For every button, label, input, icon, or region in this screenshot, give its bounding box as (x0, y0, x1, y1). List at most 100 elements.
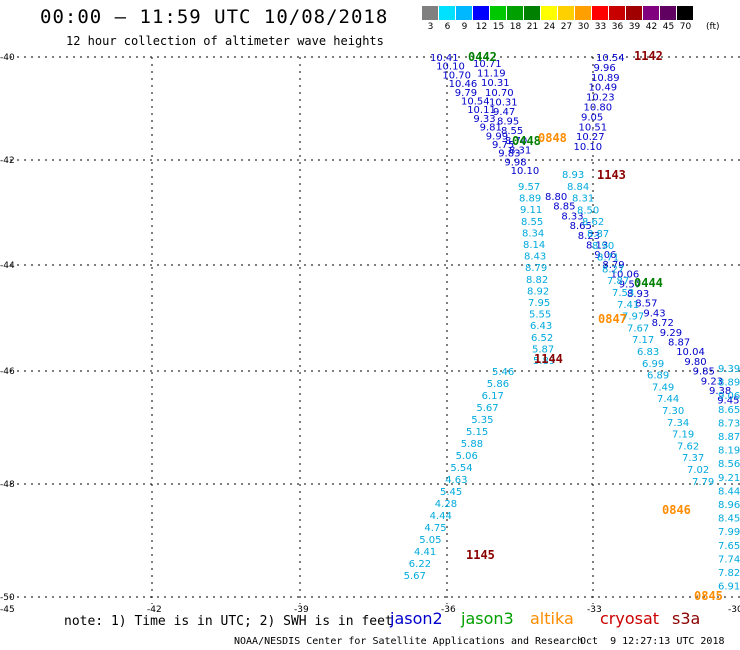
note-text: note: 1) Time is in UTC; 2) SWH is in fe… (64, 614, 393, 629)
satellite-name-jason3: jason3 (461, 609, 514, 628)
wave-height-value: 5.46 (492, 367, 514, 378)
wave-height-value: 10.06 (611, 270, 640, 281)
wave-height-value: 10.54 (461, 97, 490, 108)
legend-swatch (490, 6, 507, 20)
wave-height-value: 9.75 (492, 140, 514, 151)
wave-height-value: 7.17 (632, 335, 654, 346)
pass-time-label: 0845 (694, 589, 723, 603)
legend-level-label: 24 (543, 22, 556, 32)
wave-height-value: 10.70 (442, 70, 471, 81)
wave-height-value: 9.05 (581, 112, 603, 123)
wave-height-value: 8.50 (577, 205, 599, 216)
wave-height-value: 6.52 (531, 333, 553, 344)
legend-level-label: 15 (492, 22, 505, 32)
wave-height-value: 10.70 (485, 88, 514, 99)
wave-height-value: 9.06 (594, 250, 616, 261)
wave-height-value: 5.54 (450, 463, 472, 474)
wave-height-value: 5.88 (461, 439, 483, 450)
wave-height-value: 7.87 (607, 276, 629, 287)
wave-height-value: 7.34 (667, 418, 689, 429)
pass-time-label: 1144 (534, 352, 563, 366)
wave-height-value: 6.91 (718, 582, 740, 593)
wave-height-value: 10.11 (467, 105, 496, 116)
wave-height-value: 10.23 (586, 93, 615, 104)
wave-height-value: 9.39 (718, 364, 740, 375)
color-legend (422, 6, 694, 20)
wave-height-value: 7.82 (718, 568, 740, 579)
wave-height-value: 8.79 (525, 263, 547, 274)
pass-time-label: 0448 (512, 134, 541, 148)
longitude-label: -42 (147, 605, 162, 615)
latitude-label: -40 (0, 53, 15, 63)
legend-level-label: 39 (628, 22, 641, 32)
wave-height-value: 8.73 (718, 418, 740, 429)
wave-height-value: 8.89 (519, 194, 541, 205)
legend-level-label: 21 (526, 22, 539, 32)
wave-height-value: 5.89 (533, 356, 555, 367)
pass-time-label: 1145 (466, 548, 495, 562)
wave-height-value: 8.31 (572, 194, 594, 205)
wave-height-value: 4.28 (435, 499, 457, 510)
latitude-label: -50 (0, 593, 15, 603)
wave-height-value: 9.11 (520, 205, 542, 216)
wave-height-value: 8.65 (718, 405, 740, 416)
wave-height-value: 6.89 (647, 371, 669, 382)
wave-height-value: 10.46 (449, 79, 478, 90)
wave-height-value: 10.41 (430, 53, 459, 64)
longitude-label: -36 (441, 605, 456, 615)
wave-height-value: 10.10 (511, 166, 540, 177)
wave-height-value: 5.35 (471, 415, 493, 426)
satellite-name-altika: altika (530, 609, 574, 628)
legend-swatch (575, 6, 592, 20)
legend-swatch (609, 6, 626, 20)
latitude-label: -46 (0, 367, 15, 377)
wave-height-value: 6.99 (642, 359, 664, 370)
wave-height-value: 8.90 (592, 241, 614, 252)
latitude-label: -48 (0, 480, 15, 490)
wave-height-value: 8.57 (635, 299, 657, 310)
legend-level-label: 45 (662, 22, 675, 32)
wave-height-value: 8.44 (718, 486, 740, 497)
wave-height-value: 8.19 (718, 446, 740, 457)
longitude-label: -30 (728, 605, 740, 615)
wave-height-value: 7.99 (718, 527, 740, 538)
wave-height-value: 7.02 (687, 465, 709, 476)
legend-level-label: 70 (679, 22, 692, 32)
pass-time-label: 0444 (634, 276, 663, 290)
wave-height-value: 8.45 (718, 514, 740, 525)
wave-height-value: 8.95 (497, 117, 519, 128)
legend-swatch (592, 6, 609, 20)
wave-height-value: 7.97 (622, 312, 644, 323)
satellite-name-s3a: s3a (672, 609, 701, 628)
longitude-label: -39 (294, 605, 309, 615)
wave-height-value: 8.70 (505, 136, 527, 147)
wave-height-value: 9.83 (498, 149, 520, 160)
wave-height-value: 8.65 (570, 221, 592, 232)
wave-height-value: 7.41 (617, 300, 639, 311)
wave-height-value: 8.85 (553, 202, 575, 213)
wave-height-value: 8.93 (562, 170, 584, 181)
legend-swatch (626, 6, 643, 20)
pass-time-label: 1143 (597, 168, 626, 182)
wave-height-value: 8.79 (602, 260, 624, 271)
legend-level-label: 9 (461, 22, 468, 32)
legend-swatch (507, 6, 524, 20)
wave-height-value: 8.14 (523, 240, 545, 251)
wave-height-value: 10.80 (584, 103, 613, 114)
longitude-label: -45 (0, 605, 15, 615)
wave-height-value: 8.71 (597, 253, 619, 264)
wave-height-value: 10.27 (576, 132, 605, 143)
legend-level-label: 30 (577, 22, 590, 32)
wave-height-value: 8.55 (501, 126, 523, 137)
wave-height-value: 9.98 (504, 157, 526, 168)
wave-height-value: 7.62 (677, 441, 699, 452)
wave-height-value: 9.47 (493, 107, 515, 118)
wave-height-value: 8.43 (524, 252, 546, 263)
legend-level-label: 3 (427, 22, 434, 32)
legend-swatch (558, 6, 575, 20)
pass-time-label: 0847 (598, 312, 627, 326)
wave-height-value: 10.31 (481, 78, 510, 89)
wave-height-value: 7.65 (718, 541, 740, 552)
wave-height-value: 9.80 (684, 357, 706, 368)
